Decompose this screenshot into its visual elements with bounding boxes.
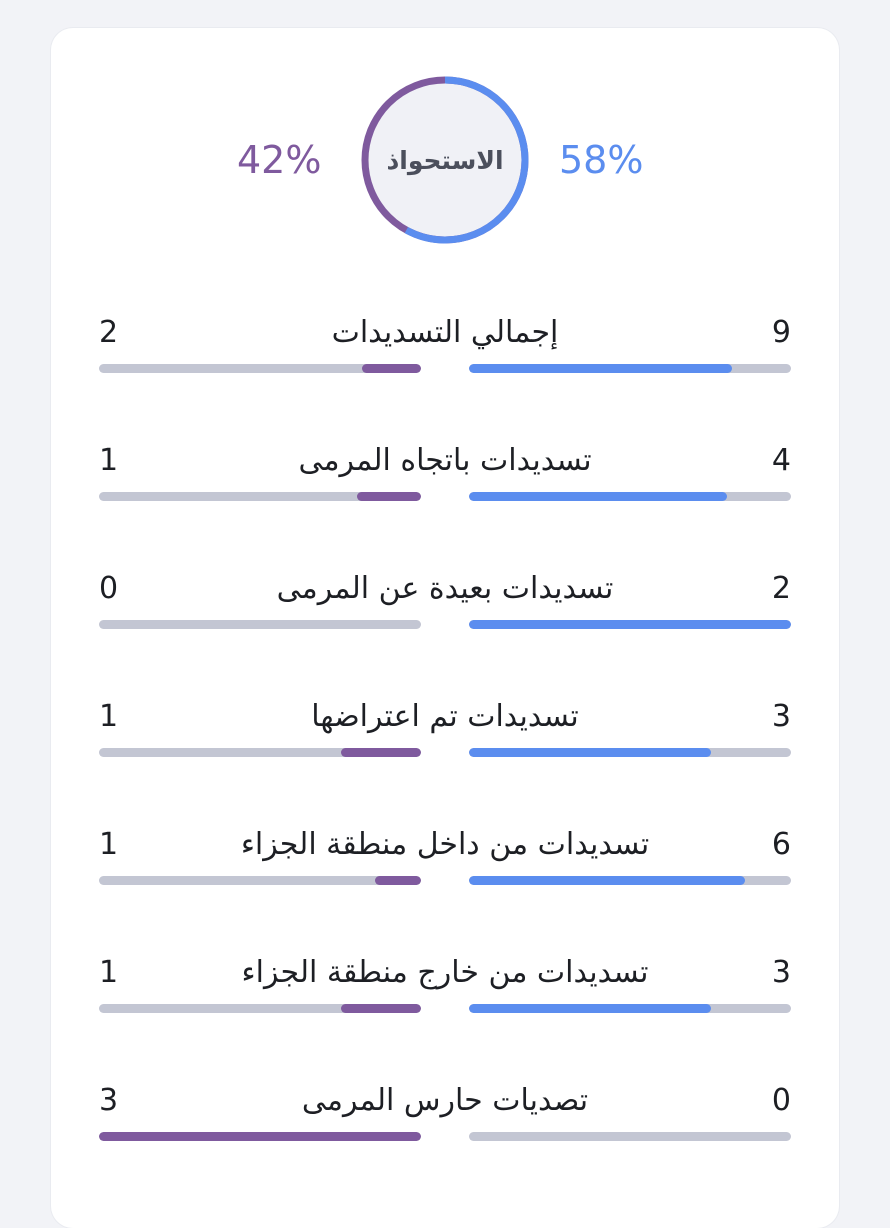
possession-section: 42% الاستحواذ 58% [51, 76, 839, 244]
away-bar-fill [340, 1004, 421, 1013]
home-value: 3 [771, 699, 791, 734]
away-bar-fill [99, 1132, 421, 1141]
home-bar-track [469, 1004, 791, 1013]
home-bar-track [469, 364, 791, 373]
away-bar-fill [362, 364, 421, 373]
home-bar-track [469, 1132, 791, 1141]
stat-label: تسديدات بعيدة عن المرمى [276, 571, 614, 606]
stat-row: 2 إجمالي التسديدات 9 [51, 313, 839, 393]
stat-label: تسديدات باتجاه المرمى [298, 443, 592, 478]
stat-label: تسديدات من داخل منطقة الجزاء [240, 827, 650, 862]
home-bar-track [469, 876, 791, 885]
home-value: 0 [771, 1083, 791, 1118]
possession-label: الاستحواذ [386, 145, 504, 175]
stat-row: 1 تسديدات تم اعتراضها 3 [51, 697, 839, 777]
away-value: 1 [99, 443, 119, 478]
home-possession-percent: 58% [559, 138, 644, 182]
home-bar-track [469, 492, 791, 501]
stat-label: إجمالي التسديدات [331, 315, 559, 350]
stat-row: 0 تسديدات بعيدة عن المرمى 2 [51, 569, 839, 649]
away-bar-track [99, 876, 421, 885]
home-value: 4 [771, 443, 791, 478]
away-possession-percent: 42% [237, 138, 322, 182]
home-bar-track [469, 620, 791, 629]
away-bar-track [99, 1132, 421, 1141]
stat-row: 1 تسديدات من داخل منطقة الجزاء 6 [51, 825, 839, 905]
away-bar-fill [356, 492, 421, 501]
home-value: 3 [771, 955, 791, 990]
home-bar-fill [469, 1004, 711, 1013]
home-value: 6 [771, 827, 791, 862]
stat-label: تسديدات من خارج منطقة الجزاء [241, 955, 649, 990]
home-value: 9 [771, 315, 791, 350]
away-value: 1 [99, 699, 119, 734]
stat-label: تصديات حارس المرمى [301, 1083, 589, 1118]
away-bar-track [99, 364, 421, 373]
stat-row: 3 تصديات حارس المرمى 0 [51, 1081, 839, 1161]
home-bar-fill [469, 876, 745, 885]
home-bar-fill [469, 620, 791, 629]
away-bar-track [99, 492, 421, 501]
away-bar-fill [340, 748, 421, 757]
away-value: 3 [99, 1083, 119, 1118]
stat-label: تسديدات تم اعتراضها [311, 699, 579, 734]
home-bar-fill [469, 492, 727, 501]
away-value: 1 [99, 955, 119, 990]
away-bar-fill [375, 876, 421, 885]
away-bar-track [99, 620, 421, 629]
home-bar-track [469, 748, 791, 757]
away-value: 0 [99, 571, 119, 606]
away-value: 1 [99, 827, 119, 862]
stat-row: 1 تسديدات باتجاه المرمى 4 [51, 441, 839, 521]
away-bar-track [99, 748, 421, 757]
possession-donut [361, 76, 529, 244]
stat-row: 1 تسديدات من خارج منطقة الجزاء 3 [51, 953, 839, 1033]
away-value: 2 [99, 315, 119, 350]
home-value: 2 [771, 571, 791, 606]
possession-ring-home [361, 76, 529, 244]
home-bar-fill [469, 364, 733, 373]
away-bar-track [99, 1004, 421, 1013]
home-bar-fill [469, 748, 711, 757]
match-stats-card: 42% الاستحواذ 58% 2 إجمالي التسديدات 9 1 تسد… [51, 28, 839, 1228]
